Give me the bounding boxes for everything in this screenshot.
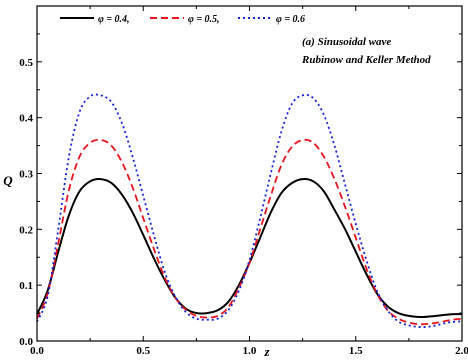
x-axis-label: z [263,344,270,359]
annotation-wave-type: (a) Sinusoidal wave [302,36,391,48]
x-tick-label: 2.0 [455,345,468,357]
x-tick-label: 1.5 [349,345,363,357]
y-tick-label: 0.4 [19,113,33,125]
y-tick-label: 0.1 [19,280,33,292]
x-tick-label: 0.5 [136,345,150,357]
y-tick-label: 0.3 [19,169,33,181]
y-tick-label: 0.5 [19,57,33,69]
y-axis-label: Q [3,173,13,188]
legend-label-3: φ = 0.6 [276,14,305,25]
legend-label-2: φ = 0.5, [188,14,220,25]
y-tick-label: 0.0 [19,336,33,348]
series-line-3 [36,93,463,328]
series-line-1 [36,178,463,319]
legend-label-1: φ = 0.4, [98,14,130,25]
x-tick-label: 1.0 [243,345,257,357]
x-tick-label: 0.0 [30,345,44,357]
legend: φ = 0.4, φ = 0.5, φ = 0.6 [60,14,305,25]
series-line-2 [36,138,463,326]
y-tick-label: 0.2 [19,224,33,236]
annotation-method: Rubinow and Keller Method [301,54,431,66]
